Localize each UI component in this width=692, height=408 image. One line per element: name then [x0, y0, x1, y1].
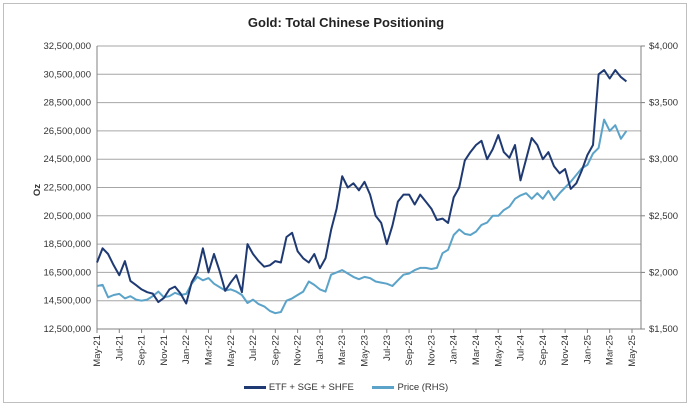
x-tick-label: Mar-22	[203, 335, 214, 365]
legend-label: Price (RHS)	[397, 382, 449, 393]
y2-tick-label: $2,500	[649, 211, 678, 222]
legend-item-etf: ETF + SGE + SHFE	[243, 382, 354, 393]
legend: ETF + SGE + SHFE Price (RHS)	[0, 381, 692, 393]
legend-item-price: Price (RHS)	[372, 382, 448, 393]
chart-title: Gold: Total Chinese Positioning	[247, 15, 445, 30]
x-tick-label: May-24	[493, 335, 504, 367]
x-tick-label: Jan-22	[181, 335, 192, 364]
x-tick-label: Sep-24	[538, 335, 549, 366]
x-tick-label: May-23	[360, 335, 371, 367]
x-tick-label: Mar-23	[337, 335, 348, 365]
series-line-price	[96, 118, 628, 315]
y2-tick-label: $1,500	[649, 324, 678, 335]
chart-frame	[3, 3, 687, 403]
x-tick-label: Jul-24	[516, 335, 527, 361]
x-tick-label: Nov-23	[426, 335, 437, 366]
x-tick-label: Jan-25	[582, 335, 593, 364]
y-tick-label: 32,500,000	[43, 41, 91, 52]
x-tick-label: Nov-21	[159, 335, 170, 366]
y2-tick-label: $4,000	[649, 41, 678, 52]
x-tick-label: Mar-25	[605, 335, 616, 365]
x-tick-label: Jan-23	[315, 335, 326, 364]
x-tick-label: May-21	[92, 335, 103, 367]
y-tick-label: 26,500,000	[43, 126, 91, 137]
legend-label: ETF + SGE + SHFE	[268, 382, 354, 393]
series-line-etf-sge-shfe	[96, 69, 628, 305]
y-tick-label: 12,500,000	[43, 324, 91, 335]
y-tick-label: 30,500,000	[43, 69, 91, 80]
x-tick-label: Nov-22	[293, 335, 304, 366]
y-tick-label: 16,500,000	[43, 267, 91, 278]
y-tick-label: 18,500,000	[43, 239, 91, 250]
x-tick-label: Sep-23	[404, 335, 415, 366]
x-tick-label: Nov-24	[560, 335, 571, 366]
y-tick-label: 28,500,000	[43, 98, 91, 109]
x-tick-label: Jul-23	[382, 335, 393, 361]
x-tick-label: Sep-22	[270, 335, 281, 366]
y-tick-label: 14,500,000	[43, 296, 91, 307]
y2-tick-label: $2,000	[649, 267, 678, 278]
y-tick-label: 20,500,000	[43, 211, 91, 222]
x-tick-label: Jul-22	[248, 335, 259, 361]
x-tick-label: May-22	[226, 335, 237, 367]
x-tick-label: Sep-21	[137, 335, 148, 366]
y-axis-title: Oz	[32, 184, 43, 196]
legend-swatch	[372, 386, 395, 389]
y2-tick-label: $3,000	[649, 154, 678, 165]
x-tick-label: May-25	[627, 335, 638, 367]
y-tick-label: 22,500,000	[43, 183, 91, 194]
y-tick-label: 24,500,000	[43, 154, 91, 165]
y2-tick-label: $3,500	[649, 98, 678, 109]
legend-swatch	[243, 386, 266, 389]
x-tick-label: Mar-24	[471, 335, 482, 365]
x-tick-label: Jan-24	[449, 335, 460, 364]
x-tick-label: Jul-21	[114, 335, 125, 361]
